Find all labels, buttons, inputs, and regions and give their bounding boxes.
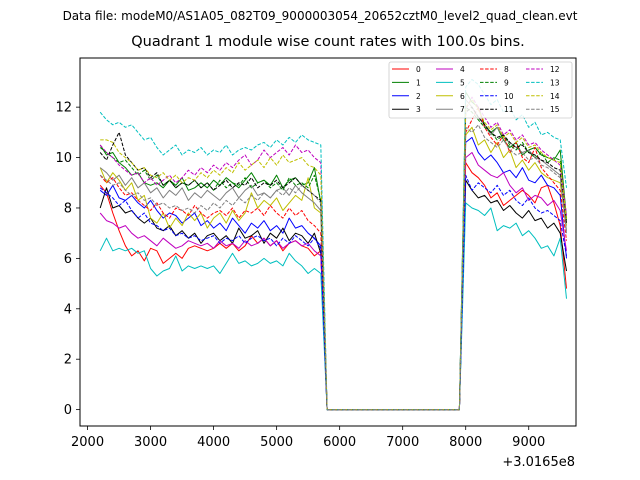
series-line-15 xyxy=(99,124,567,411)
legend-label-12: 12 xyxy=(550,65,560,74)
x-tick-label: 5000 xyxy=(260,435,293,450)
series-line-13 xyxy=(99,78,567,411)
x-tick-label: 9000 xyxy=(512,435,545,450)
figure-suptitle: Data file: modeM0/AS1A05_082T09_90000030… xyxy=(62,9,578,23)
series-line-9 xyxy=(99,106,567,411)
series-line-2 xyxy=(99,136,567,411)
series-line-0 xyxy=(99,162,567,411)
legend-label-13: 13 xyxy=(550,78,560,87)
series-layer xyxy=(99,78,567,411)
y-tick-label: 10 xyxy=(55,151,72,166)
legend-label-15: 15 xyxy=(550,105,560,114)
x-axis: 2000 3000 4000 5000 6000 7000 8000 9000 xyxy=(71,426,545,450)
legend-label-11: 11 xyxy=(504,105,514,114)
legend-label-7: 7 xyxy=(460,105,465,114)
legend-label-4: 4 xyxy=(460,65,465,74)
series-line-6 xyxy=(99,126,567,411)
axes-frame xyxy=(79,57,577,427)
x-tick-label: 8000 xyxy=(449,435,482,450)
x-tick-label: 3000 xyxy=(134,435,167,450)
legend-label-9: 9 xyxy=(504,78,509,87)
legend-label-8: 8 xyxy=(504,65,509,74)
y-tick-label: 0 xyxy=(64,403,72,418)
legend-label-5: 5 xyxy=(460,78,465,87)
y-tick-label: 12 xyxy=(55,101,72,116)
legend-label-3: 3 xyxy=(416,105,421,114)
x-offset-label: +3.0165e8 xyxy=(502,455,575,470)
legend-label-14: 14 xyxy=(550,92,560,101)
series-line-5 xyxy=(99,202,567,411)
y-tick-label: 6 xyxy=(64,252,72,267)
legend-box xyxy=(388,61,573,119)
x-tick-label: 2000 xyxy=(71,435,104,450)
x-tick-label: 7000 xyxy=(386,435,419,450)
y-axis: 0 2 4 6 8 10 12 xyxy=(55,101,80,418)
chart-title: Quadrant 1 module wise count rates with … xyxy=(131,34,525,50)
y-tick-label: 2 xyxy=(64,353,72,368)
series-line-14 xyxy=(100,99,567,411)
series-line-7 xyxy=(99,99,567,411)
legend-label-6: 6 xyxy=(460,92,465,101)
series-line-10 xyxy=(99,174,567,411)
y-tick-label: 4 xyxy=(64,302,72,317)
legend-label-0: 0 xyxy=(416,65,421,74)
legend-label-2: 2 xyxy=(416,92,421,101)
y-tick-label: 8 xyxy=(64,201,72,216)
series-line-3 xyxy=(99,179,567,411)
legend-label-1: 1 xyxy=(416,78,421,87)
x-tick-label: 4000 xyxy=(197,435,230,450)
x-tick-label: 6000 xyxy=(323,435,356,450)
legend-label-10: 10 xyxy=(504,92,514,101)
